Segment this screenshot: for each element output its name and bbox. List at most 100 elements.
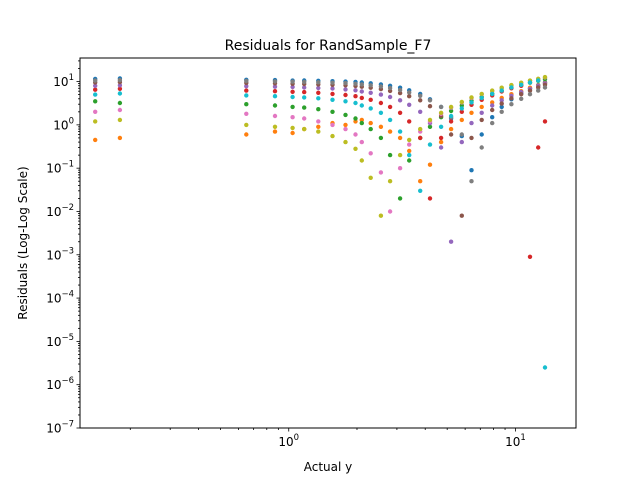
data-point xyxy=(542,365,548,370)
data-point xyxy=(117,91,123,96)
data-point xyxy=(368,151,373,156)
data-point xyxy=(117,83,123,88)
data-point xyxy=(490,120,495,126)
data-point xyxy=(302,126,307,132)
data-point xyxy=(316,119,321,124)
y-tick-label: 10−2 xyxy=(46,203,74,219)
data-point xyxy=(272,79,278,84)
data-point xyxy=(378,92,384,97)
data-point xyxy=(448,104,454,110)
data-point xyxy=(290,130,295,136)
data-point xyxy=(330,122,335,128)
data-point xyxy=(343,87,348,92)
data-point xyxy=(499,98,504,103)
data-point xyxy=(438,104,444,110)
data-point xyxy=(343,122,348,128)
data-point xyxy=(407,152,412,158)
data-point xyxy=(368,83,373,88)
data-point xyxy=(316,80,321,85)
data-point xyxy=(397,135,403,141)
data-point xyxy=(448,119,454,124)
data-point xyxy=(536,78,541,83)
data-point xyxy=(244,122,249,128)
data-point xyxy=(272,124,278,129)
data-point xyxy=(343,99,348,104)
data-point xyxy=(397,110,403,116)
data-point xyxy=(479,104,484,110)
data-point xyxy=(272,103,278,108)
data-point xyxy=(509,102,514,107)
data-point xyxy=(387,94,393,100)
data-point xyxy=(330,133,335,139)
data-point xyxy=(490,103,495,108)
data-point xyxy=(368,120,373,126)
data-point xyxy=(438,145,444,150)
y-tick-label: 100 xyxy=(53,116,74,132)
data-point xyxy=(272,129,278,134)
data-point xyxy=(272,84,278,89)
data-point xyxy=(427,104,433,109)
data-point xyxy=(359,158,364,163)
data-point xyxy=(117,135,123,141)
data-point xyxy=(479,91,484,97)
data-point xyxy=(290,94,295,100)
data-points xyxy=(93,74,548,370)
data-point xyxy=(302,79,307,85)
y-tick-label: 10−5 xyxy=(46,333,74,349)
data-point xyxy=(397,152,403,158)
data-point xyxy=(407,90,412,95)
data-point xyxy=(387,152,393,158)
data-point xyxy=(93,92,98,97)
data-point xyxy=(378,135,384,141)
data-point xyxy=(353,94,358,99)
data-point xyxy=(490,115,495,120)
data-point xyxy=(499,101,504,106)
data-point xyxy=(469,120,474,126)
data-point xyxy=(438,110,444,116)
data-point xyxy=(418,98,423,103)
y-tick-label: 10−7 xyxy=(46,420,74,436)
data-point xyxy=(93,109,98,115)
data-point xyxy=(302,95,307,100)
data-point xyxy=(407,142,412,147)
data-point xyxy=(542,74,548,80)
data-point xyxy=(272,89,278,94)
data-point xyxy=(407,137,412,143)
data-point xyxy=(519,96,524,102)
data-point xyxy=(427,142,433,147)
data-point xyxy=(290,125,295,131)
data-point xyxy=(459,109,464,115)
data-point xyxy=(330,97,335,103)
data-point xyxy=(469,135,474,141)
data-point xyxy=(418,188,423,193)
data-point xyxy=(272,113,278,119)
data-point xyxy=(397,129,403,134)
data-point xyxy=(387,129,393,134)
data-point xyxy=(418,126,423,132)
data-point xyxy=(469,179,474,184)
data-point xyxy=(244,132,249,137)
data-point xyxy=(418,109,423,115)
data-point xyxy=(359,120,364,126)
data-point xyxy=(418,135,423,141)
data-point xyxy=(93,137,98,143)
plot-frame xyxy=(79,57,577,429)
data-point xyxy=(490,107,495,113)
data-point xyxy=(407,148,412,154)
data-point xyxy=(418,93,423,99)
data-point xyxy=(359,95,364,101)
data-point xyxy=(397,87,403,93)
data-point xyxy=(378,213,384,218)
data-point xyxy=(117,107,123,113)
data-point xyxy=(387,209,393,214)
data-point xyxy=(378,170,384,175)
data-point xyxy=(509,96,514,101)
data-point xyxy=(519,92,524,97)
y-tick-label: 10−3 xyxy=(46,246,74,262)
data-point xyxy=(387,85,393,91)
data-point xyxy=(527,88,533,93)
data-point xyxy=(316,129,321,134)
data-point xyxy=(490,91,495,97)
data-point xyxy=(244,111,249,117)
